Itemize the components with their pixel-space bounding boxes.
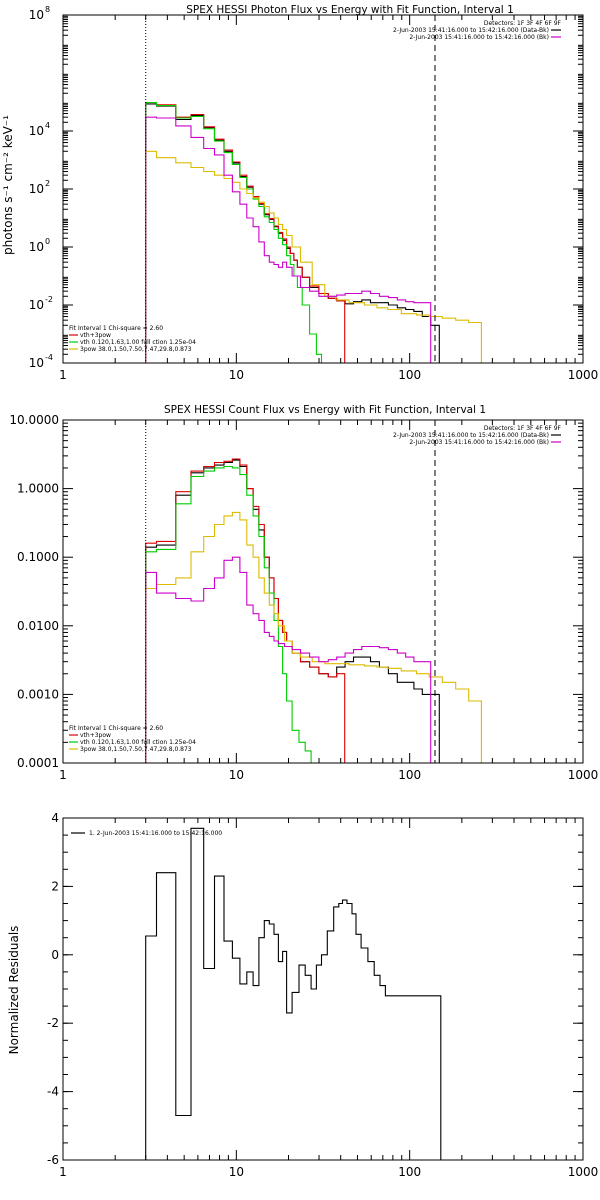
- fit-legend-entry: vth+3pow: [80, 732, 111, 739]
- legend-entry-label: 2-Jun-2003 15:41:16.000 to 15:42:16.000 …: [393, 27, 549, 34]
- y-tick-label: 0: [51, 948, 59, 962]
- series-line-1-2-jun-2003-15-41-16-000-to-15-42-16-00: [145, 827, 442, 1160]
- x-tick-label: 10: [229, 368, 244, 382]
- x-tick-label: 1: [59, 768, 67, 782]
- legend-detectors: Detectors: 1F 3F 4F 6F 9F2-Jun-2003 15:4…: [393, 20, 562, 41]
- y-tick-label: 10 2: [29, 179, 50, 196]
- legend-series: 1. 2-Jun-2003 15:41:16.000 to 15:42:16.0…: [71, 830, 222, 837]
- x-tick-label: 1000: [568, 368, 599, 382]
- y-tick-label: 10 4: [29, 121, 50, 138]
- ticks: 1 10 100 1000 0.0001 0.0010 0.0100 0.1000 1.0000…: [9, 413, 598, 782]
- marks: [145, 458, 493, 764]
- x-tick-label: 10: [229, 1165, 244, 1179]
- series-line-vth-3pow: [145, 102, 346, 363]
- panel-title: SPEX HESSI Photon Flux vs Energy with Fi…: [186, 4, 514, 16]
- y-tick-base: 10: [29, 240, 44, 254]
- y-tick-exponent: -2: [45, 295, 53, 304]
- y-tick-label: 4: [51, 811, 59, 825]
- y-axis-label: Normalized Residuals: [7, 926, 21, 1055]
- y-tick-base: 10: [29, 356, 44, 370]
- y-tick-label: 10 0: [29, 237, 50, 254]
- legend-entry-label: 2-Jun-2003 15:41:16.000 to 15:42:16.000 …: [393, 432, 549, 439]
- y-tick-label: 0.0100: [17, 619, 59, 633]
- series-line-vth-0-120-1-63-1-00-full-ction-1-25e-04: [145, 465, 317, 764]
- legend-entry-label: 2-Jun-2003 15:41:16.000 to 15:42:16.000 …: [409, 34, 549, 41]
- fit-legend-header: Fit Interval 1 Chi-square = 2.60: [69, 725, 163, 732]
- series-line-2-jun-2003-15-41-16-000-to-15-42-16-000-: [145, 103, 440, 363]
- y-axis-label: photons s⁻¹ cm⁻² keV⁻¹: [1, 115, 15, 255]
- reference-lines: [145, 15, 436, 363]
- plot-frame: [62, 419, 584, 764]
- x-tick-label: 1000: [568, 768, 599, 782]
- fit-legend-entry: vth 0.120,1.63,1.00 full ction 1.25e-04: [80, 339, 196, 346]
- series-line-3pow-38-0-1-50-7-50-7-47-29-8-0-873: [145, 511, 493, 764]
- y-tick-label: 10 -2: [29, 295, 53, 312]
- x-tick-label: 100: [398, 368, 421, 382]
- count-flux-panel: SPEX HESSI Count Flux vs Energy with Fit…: [9, 404, 598, 782]
- legend-header: Detectors: 1F 3F 4F 6F 9F: [484, 20, 562, 27]
- residuals-panel: Normalized Residuals 1 10 100 1000 -6 -4 -2 0 2 4…: [7, 811, 598, 1179]
- ticks: 1 10 100 1000 -6 -4 -2 0 2 4: [47, 811, 598, 1179]
- x-tick-label: 1000: [568, 1165, 599, 1179]
- x-tick-label: 100: [398, 768, 421, 782]
- y-tick-label: 0.0010: [17, 687, 59, 701]
- y-tick-label: 1.0000: [17, 482, 59, 496]
- y-tick-base: 10: [29, 182, 44, 196]
- legend-entry-label: 2-Jun-2003 15:41:16.000 to 15:42:16.000 …: [409, 439, 549, 446]
- legend-fit: Fit Interval 1 Chi-square = 2.60vth+3pow…: [69, 725, 196, 753]
- marks: [145, 827, 442, 1160]
- fit-legend-entry: 3pow 38.0,1.50,7.50,7.47,29.8,0.873: [80, 746, 192, 753]
- plot-frame: [62, 817, 584, 1161]
- x-tick-label: 1: [59, 368, 67, 382]
- y-tick-exponent: 0: [45, 237, 50, 246]
- x-tick-label: 1: [59, 1165, 67, 1179]
- x-tick-label: 100: [398, 1165, 421, 1179]
- marks: [145, 102, 493, 364]
- y-tick-label: 2: [51, 879, 59, 893]
- legend-entry-label: 1. 2-Jun-2003 15:41:16.000 to 15:42:16.0…: [89, 830, 222, 837]
- y-tick-base: 10: [29, 298, 44, 312]
- photon-flux-panel: SPEX HESSI Photon Flux vs Energy with Fi…: [1, 4, 598, 382]
- legend-fit: Fit Interval 1 Chi-square = 2.60vth+3pow…: [69, 325, 196, 353]
- y-tick-base: 10: [29, 8, 44, 22]
- x-tick-label: 10: [229, 768, 244, 782]
- y-tick-label: 10.0000: [9, 413, 59, 427]
- fit-legend-entry: 3pow 38.0,1.50,7.50,7.47,29.8,0.873: [80, 346, 192, 353]
- series-line-2-jun-2003-15-41-16-000-to-15-42-16-000-: [145, 556, 440, 764]
- fit-legend-header: Fit Interval 1 Chi-square = 2.60: [69, 325, 163, 332]
- series-line-2-jun-2003-15-41-16-000-to-15-42-16-000-: [145, 116, 440, 364]
- y-tick-exponent: 8: [45, 5, 50, 14]
- panel-title: SPEX HESSI Count Flux vs Energy with Fit…: [164, 404, 486, 416]
- y-tick-exponent: -4: [45, 353, 53, 362]
- y-tick-label: 10 8: [29, 5, 50, 22]
- y-tick-exponent: 4: [45, 121, 50, 130]
- fit-legend-entry: vth+3pow: [80, 332, 111, 339]
- y-tick-label: 0.1000: [17, 550, 59, 564]
- y-tick-label: 10 -4: [29, 353, 53, 370]
- legend-detectors: Detectors: 1F 3F 4F 6F 9F2-Jun-2003 15:4…: [393, 425, 562, 446]
- y-tick-label: -6: [47, 1153, 59, 1167]
- plot-frame: [62, 14, 584, 364]
- y-tick-exponent: 2: [45, 179, 50, 188]
- reference-lines: [145, 420, 436, 763]
- y-tick-label: 0.0001: [17, 756, 59, 770]
- y-tick-label: -2: [47, 1016, 59, 1030]
- y-tick-label: -4: [47, 1085, 59, 1099]
- series-line-3pow-38-0-1-50-7-50-7-47-29-8-0-873: [145, 150, 493, 364]
- fit-legend-entry: vth 0.120,1.63,1.00 full ction 1.25e-04: [80, 739, 196, 746]
- y-tick-base: 10: [29, 124, 44, 138]
- legend-header: Detectors: 1F 3F 4F 6F 9F: [484, 425, 562, 432]
- series-line-vth-0-120-1-63-1-00-full-ction-1-25e-04: [145, 102, 327, 364]
